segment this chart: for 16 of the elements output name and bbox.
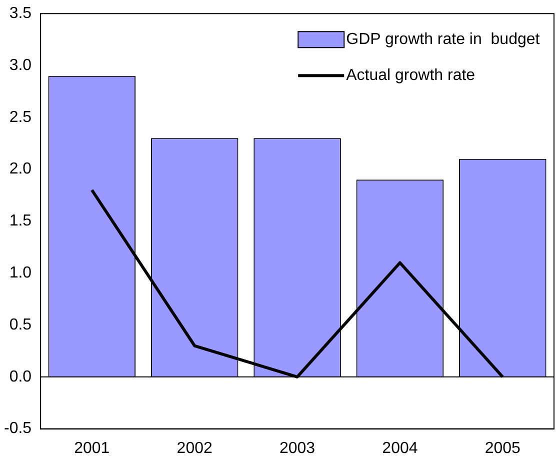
x-tick-label: 2005: [484, 440, 521, 457]
y-tick-label: 1.5: [9, 212, 32, 230]
x-tick-label: 2003: [279, 440, 316, 457]
legend-label: Actual growth rate: [346, 67, 476, 84]
y-tick-label: 3.0: [9, 56, 32, 74]
x-tick-label: 2004: [382, 440, 418, 457]
x-tick-label: 2001: [74, 440, 110, 457]
legend-label: GDP growth rate in budget: [346, 31, 540, 48]
x-tick-label: 2002: [176, 440, 212, 457]
y-tick-label: 0.5: [9, 316, 32, 334]
y-tick-label: 1.0: [9, 264, 32, 282]
y-tick-label: 3.5: [9, 5, 32, 22]
y-tick-label: 0.0: [9, 368, 32, 386]
y-tick-label: 2.5: [9, 108, 32, 126]
y-tick-label: 2.0: [9, 160, 32, 178]
y-tick-label: -0.5: [4, 420, 32, 438]
